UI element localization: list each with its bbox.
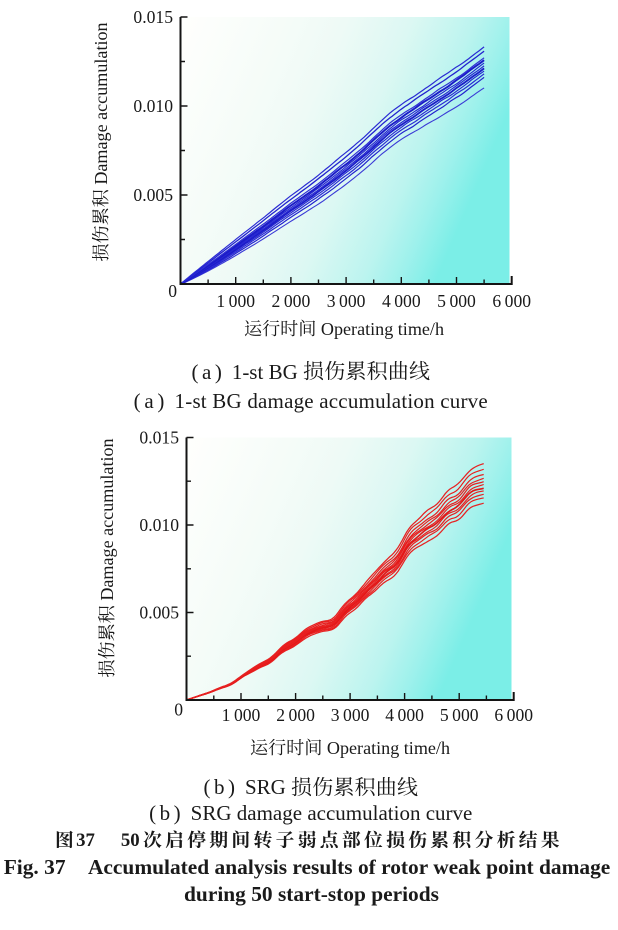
- svg-text:0.010: 0.010: [133, 96, 173, 116]
- svg-text:3 000: 3 000: [327, 291, 366, 311]
- svg-text:2 000: 2 000: [276, 705, 315, 725]
- svg-text:2 000: 2 000: [272, 291, 311, 311]
- svg-text:0: 0: [168, 281, 177, 301]
- svg-text:1 000: 1 000: [216, 291, 255, 311]
- svg-text:6 000: 6 000: [494, 705, 533, 725]
- svg-text:0.005: 0.005: [133, 185, 173, 205]
- svg-text:0: 0: [174, 700, 183, 720]
- svg-text:4 000: 4 000: [385, 705, 424, 725]
- svg-text:1 000: 1 000: [222, 705, 261, 725]
- svg-text:3 000: 3 000: [331, 705, 370, 725]
- svg-text:0.015: 0.015: [139, 428, 179, 448]
- svg-text:0.005: 0.005: [139, 603, 179, 623]
- svg-text:5 000: 5 000: [437, 291, 476, 311]
- svg-text:5 000: 5 000: [440, 705, 479, 725]
- svg-text:0.010: 0.010: [139, 515, 179, 535]
- svg-text:4 000: 4 000: [382, 291, 421, 311]
- svg-text:0.015: 0.015: [133, 7, 173, 27]
- svg-text:6 000: 6 000: [492, 291, 531, 311]
